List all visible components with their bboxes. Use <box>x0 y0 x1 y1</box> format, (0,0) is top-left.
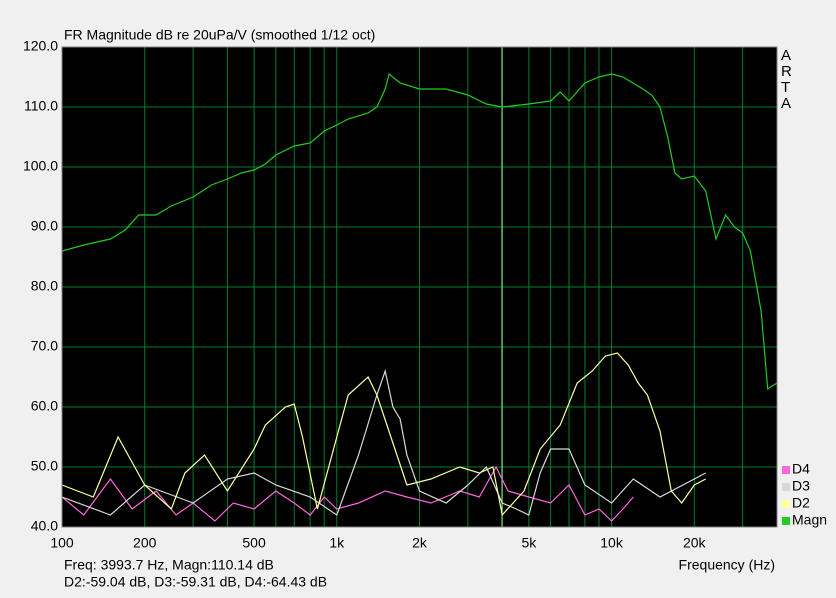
x-tick-label: 100 <box>50 535 74 551</box>
y-tick-label: 40.0 <box>31 518 58 534</box>
series-line <box>62 352 706 517</box>
legend-swatch <box>782 500 790 508</box>
series-line <box>62 72 777 391</box>
annotation: D2:-59.04 dB, D3:-59.31 dB, D4:-64.43 dB <box>64 574 327 590</box>
legend-label: D2 <box>792 495 810 511</box>
y-tick-label: 50.0 <box>31 458 58 474</box>
x-tick-label: 200 <box>133 535 157 551</box>
chart-title: FR Magnitude dB re 20uPa/V (smoothed 1/1… <box>64 27 375 43</box>
plot-frame <box>61 46 778 528</box>
x-tick-label: 5k <box>521 535 537 551</box>
y-tick-label: 60.0 <box>31 398 58 414</box>
y-tick-label: 90.0 <box>31 218 58 234</box>
brand: ARTA <box>781 47 792 112</box>
legend-swatch <box>782 466 790 474</box>
y-tick-label: 80.0 <box>31 278 58 294</box>
series-line <box>62 465 634 522</box>
annotation: Freq: 3993.7 Hz, Magn:110.14 dB <box>64 557 274 573</box>
legend-label: D3 <box>792 478 810 494</box>
legend-label: Magn <box>792 512 827 528</box>
x-axis-label: Frequency (Hz) <box>679 557 775 573</box>
y-tick-label: 120.0 <box>23 38 58 54</box>
series-line <box>62 368 706 516</box>
legend-swatch <box>782 517 790 525</box>
y-tick-label: 110.0 <box>24 98 58 114</box>
x-tick-label: 1k <box>329 535 345 551</box>
x-tick-label: 10k <box>600 535 624 551</box>
legend-label: D4 <box>792 461 810 477</box>
y-tick-label: 70.0 <box>31 338 58 354</box>
x-tick-label: 20k <box>683 535 707 551</box>
legend-swatch <box>782 483 790 491</box>
x-tick-label: 500 <box>242 535 266 551</box>
x-tick-label: 2k <box>412 535 428 551</box>
y-tick-label: 100.0 <box>23 158 58 174</box>
